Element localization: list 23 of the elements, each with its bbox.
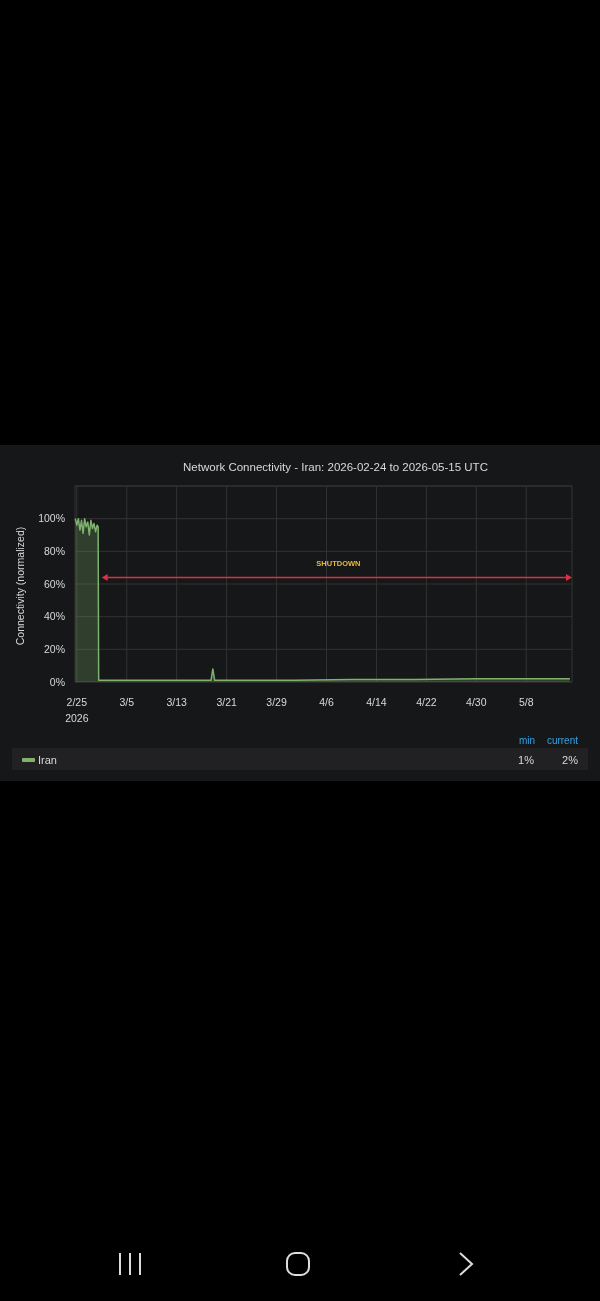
y-axis-title: Connectivity (normalized)	[14, 526, 26, 646]
x-tick-label: 3/13	[166, 696, 188, 708]
chart-title: Network Connectivity - Iran: 2026-02-24 to 2026-05-15 UTC	[183, 461, 488, 473]
x-tick-label: 5/8	[518, 696, 534, 708]
y-tick-label: 60%	[43, 577, 65, 590]
y-tick-label: 0%	[49, 675, 65, 688]
x-tick-label: 3/21	[216, 696, 237, 708]
text: min	[518, 735, 536, 746]
x-tick-label: 3/5	[119, 696, 135, 708]
x-tick-label: 4/14	[366, 696, 387, 708]
x-tick-label: 2/25 2026	[65, 696, 89, 724]
y-tick-label: 20%	[43, 643, 65, 656]
x-tick-label: 4/6	[319, 696, 334, 708]
text: 1%	[518, 754, 535, 766]
y-tick-label: 40%	[43, 610, 65, 623]
x-tick-label: 3/29	[266, 696, 287, 708]
text: 2%	[562, 754, 579, 766]
y-tick-label: 80%	[43, 545, 65, 558]
y-tick-label: 100%	[38, 512, 65, 525]
text: current	[546, 735, 579, 746]
x-tick-label: 4/30	[466, 696, 487, 708]
legend-label: Iran	[38, 754, 57, 766]
x-tick-label: 4/22	[416, 696, 437, 708]
